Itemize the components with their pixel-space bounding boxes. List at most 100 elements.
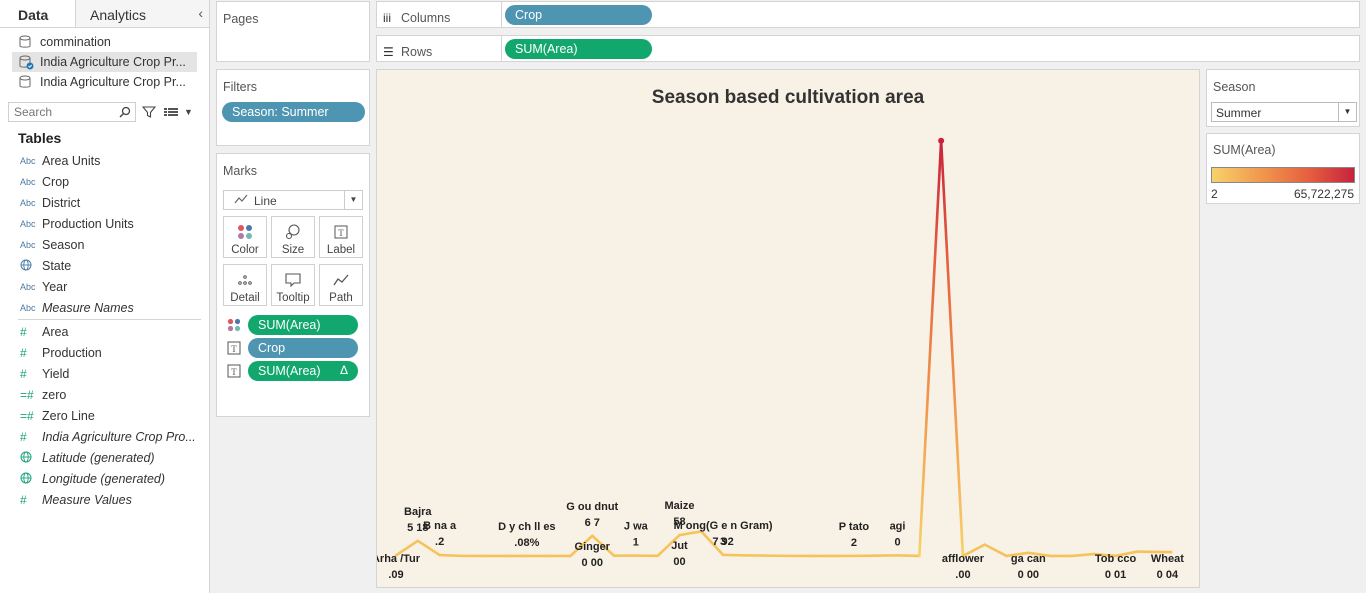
data-label-crop: Bajra	[404, 506, 432, 518]
line-segment	[918, 139, 943, 558]
data-label-crop: Tob cco	[1095, 553, 1137, 565]
line-chart[interactable]: Season based cultivation area Arha /Tur.…	[377, 70, 1199, 587]
field-item[interactable]: Abc Area Units	[0, 150, 209, 171]
data-label-value: 6 7	[585, 517, 600, 529]
label-label: Label	[326, 244, 356, 256]
field-item[interactable]: =# Zero Line	[0, 405, 209, 426]
data-label-value: .08%	[514, 537, 539, 549]
marks-card-label-crop[interactable]: T Crop	[227, 338, 361, 358]
view-list-icon[interactable]	[164, 106, 178, 118]
columns-pill-crop[interactable]: Crop	[505, 5, 652, 25]
columns-shelf[interactable]: iii Columns Crop	[376, 1, 1360, 28]
data-label-value: 7 92	[712, 536, 733, 548]
line-segment	[1027, 551, 1052, 558]
field-item[interactable]: State	[0, 255, 209, 276]
data-label-value: .2	[435, 536, 444, 548]
field-item[interactable]: # Area	[0, 321, 209, 342]
line-segment	[1137, 550, 1173, 554]
path-button[interactable]: Path	[319, 264, 363, 306]
line-segment	[394, 539, 420, 557]
data-point[interactable]	[938, 137, 945, 144]
caret-down-icon[interactable]: ▼	[184, 107, 193, 117]
data-label-crop: afflower	[942, 553, 985, 565]
search-box	[8, 102, 136, 122]
data-label-crop: J wa	[624, 521, 649, 533]
detail-dots-icon	[238, 275, 252, 285]
marks-panel: Marks Line ▼ Color Size T Label Detail T…	[216, 153, 370, 417]
rows-pill-sum-area[interactable]: SUM(Area)	[505, 39, 652, 59]
chevron-left-icon[interactable]: ‹	[198, 5, 203, 21]
field-label: Latitude (generated)	[42, 450, 155, 465]
field-label: Crop	[42, 174, 70, 189]
data-label-crop: Maize	[664, 500, 694, 512]
field-item[interactable]: # Production	[0, 342, 209, 363]
string-type-icon: Abc	[20, 239, 36, 250]
color-dots-icon	[227, 318, 241, 332]
string-type-icon: Abc	[20, 155, 36, 166]
data-source-item[interactable]: India Agriculture Crop Pr...	[12, 72, 197, 92]
field-item[interactable]: Abc Crop	[0, 171, 209, 192]
size-label: Size	[281, 244, 305, 256]
tooltip-button[interactable]: Tooltip	[271, 264, 315, 306]
size-button[interactable]: Size	[271, 216, 315, 258]
field-item[interactable]: Abc Production Units	[0, 213, 209, 234]
season-dropdown-value: Summer	[1216, 106, 1262, 120]
columns-label: iii Columns	[377, 2, 502, 27]
field-item[interactable]: # India Agriculture Crop Pro...	[0, 426, 209, 447]
color-button[interactable]: Color	[223, 216, 267, 258]
data-label-crop: Arha /Tur	[377, 553, 421, 565]
string-type-icon: Abc	[20, 197, 36, 208]
mark-type-dropdown[interactable]: Line ▼	[223, 190, 363, 210]
data-label-value: 3	[720, 536, 726, 548]
data-source-item[interactable]: India Agriculture Crop Pr...	[12, 52, 197, 72]
field-item[interactable]: Abc Year	[0, 276, 209, 297]
field-item[interactable]: Longitude (generated)	[0, 468, 209, 489]
filter-pill-season[interactable]: Season: Summer	[222, 102, 365, 122]
string-type-icon: Abc	[20, 302, 36, 313]
legend-min: 2	[1211, 187, 1218, 201]
label-button[interactable]: T Label	[319, 216, 363, 258]
season-dropdown[interactable]: Summer ▼	[1211, 102, 1357, 122]
number-type-icon: #	[20, 429, 27, 444]
field-item[interactable]: Abc District	[0, 192, 209, 213]
line-segment	[721, 553, 747, 557]
data-source-label: India Agriculture Crop Pr...	[40, 55, 186, 69]
path-icon	[333, 274, 349, 286]
search-input[interactable]	[9, 103, 117, 121]
marks-card-color[interactable]: SUM(Area)	[227, 315, 361, 335]
filter-icon[interactable]	[142, 105, 156, 119]
string-type-icon: Abc	[20, 176, 36, 187]
pages-panel[interactable]: Pages	[216, 1, 370, 62]
tab-analytics[interactable]: Analytics	[76, 0, 209, 27]
series-lines	[394, 139, 1173, 558]
data-source-item[interactable]: commination	[12, 32, 197, 52]
data-label-value: 5 18	[407, 522, 428, 534]
marks-card-label-area[interactable]: T SUM(Area) Δ	[227, 361, 361, 381]
database-icon	[19, 55, 34, 70]
field-label: Year	[42, 279, 68, 294]
globe-icon	[20, 259, 42, 273]
marks-pill-sum-area[interactable]: SUM(Area)	[248, 315, 358, 335]
pane-tabs: Data Analytics ‹	[0, 0, 209, 28]
marks-pill-crop[interactable]: Crop	[248, 338, 358, 358]
text-label-icon: T	[334, 225, 348, 239]
data-label-crop: D y ch ll es	[498, 521, 555, 533]
field-item[interactable]: Abc Season	[0, 234, 209, 255]
data-label-crop: ga can	[1011, 553, 1046, 565]
field-item[interactable]: =# zero	[0, 384, 209, 405]
field-item[interactable]: # Measure Values	[0, 489, 209, 510]
tab-data[interactable]: Data	[0, 0, 76, 27]
search-icon[interactable]	[119, 106, 131, 118]
field-item[interactable]: # Yield	[0, 363, 209, 384]
line-mark-icon	[234, 194, 248, 204]
detail-button[interactable]: Detail	[223, 264, 267, 306]
filters-panel[interactable]: Filters Season: Summer	[216, 69, 370, 146]
field-item[interactable]: Latitude (generated)	[0, 447, 209, 468]
field-item[interactable]: Abc Measure Names	[0, 297, 209, 318]
data-label-crop: agi	[890, 520, 906, 532]
rows-shelf[interactable]: ☰ Rows SUM(Area)	[376, 35, 1360, 62]
marks-pill-sum-area-delta[interactable]: SUM(Area) Δ	[248, 361, 358, 381]
data-label-value: .00	[955, 569, 970, 581]
chart-view[interactable]: Season based cultivation area Arha /Tur.…	[376, 69, 1200, 588]
text-label-icon: T	[227, 341, 241, 355]
